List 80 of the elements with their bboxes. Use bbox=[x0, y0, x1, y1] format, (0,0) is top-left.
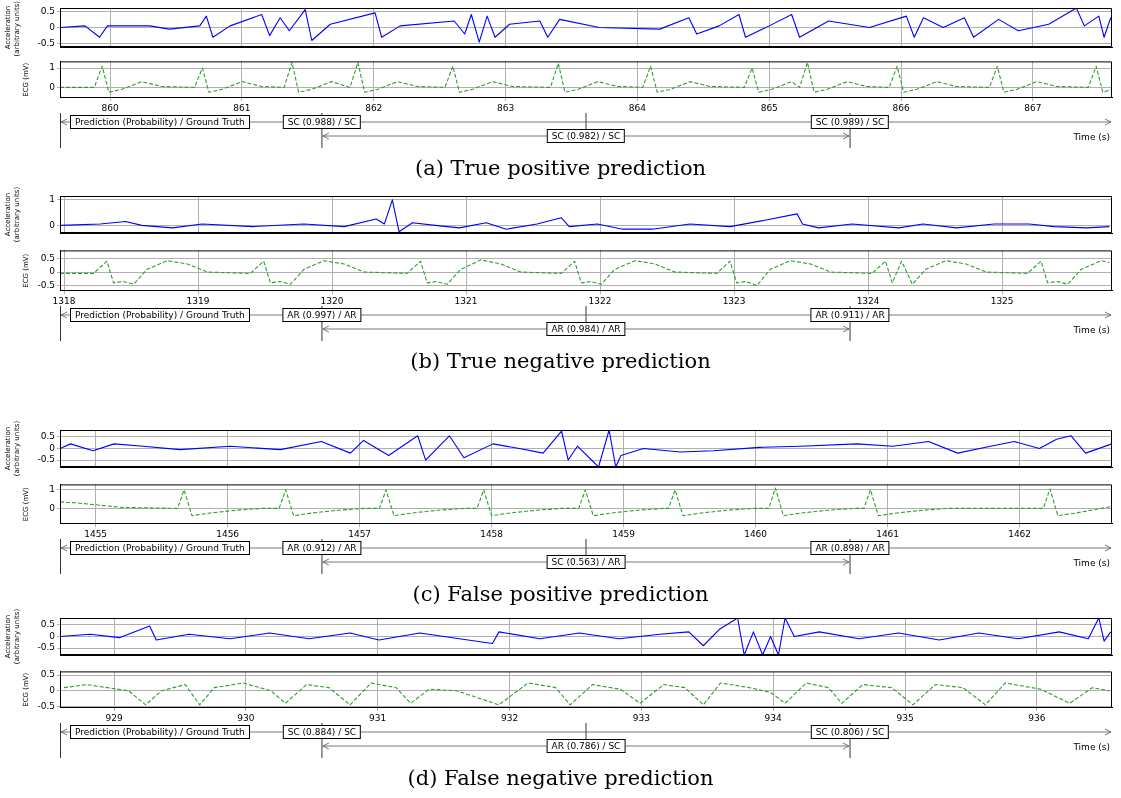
y-tick-label: 1 bbox=[49, 194, 55, 205]
x-tick-label: 866 bbox=[892, 102, 910, 113]
x-tick-label: 864 bbox=[628, 102, 647, 113]
y-tick-label: 0 bbox=[49, 21, 56, 32]
y-tick-label: 0.5 bbox=[40, 619, 55, 630]
x-tick-label: 1325 bbox=[990, 295, 1014, 306]
text: SC (0.982) / SC bbox=[546, 129, 626, 143]
y-tick-label: 0.5 bbox=[40, 431, 55, 442]
x-tick-label: 1322 bbox=[588, 295, 612, 306]
x-tick-label: 931 bbox=[369, 712, 387, 723]
x-axis-title: Time (s) bbox=[1072, 325, 1110, 336]
y-tick-label: 0 bbox=[49, 81, 56, 92]
y-tick-label: 0.5 bbox=[40, 252, 55, 263]
text: Prediction (Probability) / Ground Truth bbox=[70, 308, 250, 322]
text: SC (0.806) / SC bbox=[810, 725, 890, 739]
x-tick-label: 1458 bbox=[480, 528, 504, 539]
text: (a) True positive prediction bbox=[414, 156, 707, 181]
line-series bbox=[60, 61, 1112, 93]
x-tick-label: 1462 bbox=[1008, 528, 1032, 539]
x-tick-label: 1459 bbox=[612, 528, 636, 539]
x-tick-label: 1455 bbox=[84, 528, 108, 539]
y-tick-label: 0 bbox=[49, 630, 56, 641]
y-tick-label: 0.5 bbox=[40, 5, 55, 16]
x-tick-label: 1457 bbox=[348, 528, 372, 539]
text: SC (0.989) / SC bbox=[810, 115, 890, 129]
y-tick-label: 0 bbox=[49, 266, 56, 277]
x-tick-label: 929 bbox=[105, 712, 123, 723]
x-tick-label: 936 bbox=[1028, 712, 1046, 723]
x-tick-label: 933 bbox=[632, 712, 650, 723]
x-tick-label: 934 bbox=[764, 712, 783, 723]
y-tick-label: -0.5 bbox=[37, 700, 55, 711]
x-tick-label: 1456 bbox=[216, 528, 240, 539]
text: AR (0.912) / AR bbox=[282, 541, 362, 555]
text: AR (0.786) / SC bbox=[546, 739, 626, 753]
line-series bbox=[60, 259, 1110, 287]
x-tick-label: 1318 bbox=[52, 295, 76, 306]
text: AR (0.984) / AR bbox=[546, 322, 626, 336]
text: Prediction (Probability) / Ground Truth bbox=[70, 725, 250, 739]
y-tick-label: 1 bbox=[49, 484, 55, 495]
text: SC (0.988) / SC bbox=[282, 115, 362, 129]
x-tick-label: 1324 bbox=[856, 295, 880, 306]
y-tick-label: 1 bbox=[49, 62, 55, 73]
y-tick-label: -0.5 bbox=[37, 279, 55, 290]
text: Prediction (Probability) / Ground Truth bbox=[70, 115, 250, 129]
text: SC (0.563) / AR bbox=[546, 555, 626, 569]
text: AR (0.898) / AR bbox=[810, 541, 890, 555]
y-tick-label: 0 bbox=[49, 685, 56, 696]
x-tick-label: 867 bbox=[1024, 102, 1042, 113]
x-tick-label: 930 bbox=[237, 712, 255, 723]
y-tick-label: -0.5 bbox=[37, 38, 55, 49]
x-axis-title: Time (s) bbox=[1072, 558, 1110, 569]
x-tick-label: 932 bbox=[500, 712, 519, 723]
x-tick-label: 862 bbox=[365, 102, 383, 113]
y-tick-label: 0 bbox=[49, 219, 56, 230]
y-tick-label: -0.5 bbox=[37, 454, 55, 465]
text: AR (0.911) / AR bbox=[810, 308, 890, 322]
x-tick-label: 935 bbox=[896, 712, 914, 723]
x-tick-label: 865 bbox=[760, 102, 778, 113]
x-axis-title: Time (s) bbox=[1072, 132, 1110, 143]
x-tick-label: 1461 bbox=[876, 528, 900, 539]
y-tick-label: 0 bbox=[49, 442, 56, 453]
x-tick-label: 861 bbox=[233, 102, 251, 113]
y-tick-label: -0.5 bbox=[37, 642, 55, 653]
x-tick-label: 1319 bbox=[186, 295, 210, 306]
line-series bbox=[60, 487, 1112, 517]
y-tick-label: 0.5 bbox=[40, 669, 55, 680]
x-tick-label: 1321 bbox=[454, 295, 478, 306]
text: AR (0.997) / AR bbox=[282, 308, 362, 322]
text: SC (0.884) / SC bbox=[282, 725, 362, 739]
x-tick-label: 1460 bbox=[744, 528, 768, 539]
text: (c) False positive prediction bbox=[412, 582, 709, 607]
y-tick-label: 0 bbox=[49, 502, 56, 513]
x-tick-label: 1320 bbox=[320, 295, 344, 306]
x-tick-label: 860 bbox=[101, 102, 119, 113]
x-axis-title: Time (s) bbox=[1072, 742, 1110, 753]
text: (d) False negative prediction bbox=[407, 766, 714, 791]
x-tick-label: 1323 bbox=[722, 295, 746, 306]
text: Prediction (Probability) / Ground Truth bbox=[70, 541, 250, 555]
x-tick-label: 863 bbox=[496, 102, 515, 113]
text: (b) True negative prediction bbox=[410, 349, 711, 374]
